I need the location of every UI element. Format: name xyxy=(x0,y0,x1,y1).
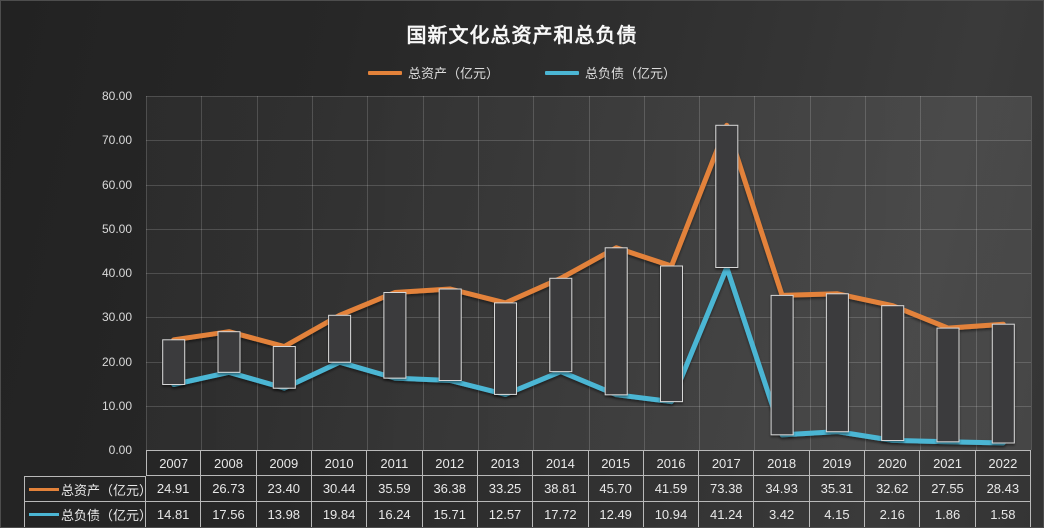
table-year-cell: 2011 xyxy=(367,450,423,476)
table-year-cell: 2009 xyxy=(256,450,312,476)
table-value-cell: 13.98 xyxy=(257,502,312,527)
series-swatch xyxy=(29,513,59,516)
high-low-bar xyxy=(162,339,186,386)
legend-swatch-assets-line xyxy=(367,70,402,75)
high-low-bar xyxy=(328,314,352,363)
table-value-cell: 17.72 xyxy=(533,502,589,527)
table-value-cell: 35.59 xyxy=(367,476,423,502)
table-value-cell: 17.56 xyxy=(201,502,257,527)
high-low-bar xyxy=(549,277,573,373)
table-value-cell: 23.40 xyxy=(256,476,312,502)
table-value-cell: 33.25 xyxy=(477,476,534,502)
table-value-cell: 4.15 xyxy=(810,502,866,527)
table-year-cell: 2014 xyxy=(533,450,589,476)
table-year-cell: 2020 xyxy=(865,450,921,476)
high-low-bar xyxy=(217,331,241,373)
table-year-cell: 2017 xyxy=(699,450,755,476)
table-value-cell: 30.44 xyxy=(311,476,368,502)
high-low-bar xyxy=(825,293,849,433)
high-low-bar xyxy=(494,302,517,395)
y-axis-tick-label: 30.00 xyxy=(101,310,132,325)
table-value-cell: 35.31 xyxy=(809,476,866,502)
table-year-cell: 2016 xyxy=(643,450,700,476)
chart-plot xyxy=(146,96,1032,451)
table-value-cell: 1.58 xyxy=(976,502,1031,527)
table-year-cell: 2015 xyxy=(588,450,644,476)
table-value-cell: 3.42 xyxy=(754,502,810,527)
table-value-cell: 41.59 xyxy=(643,476,700,502)
table-row-label: 总资产（亿元） xyxy=(61,482,153,498)
table-value-cell: 27.55 xyxy=(920,476,976,502)
high-low-bar xyxy=(991,323,1015,444)
table-value-cell: 38.81 xyxy=(533,476,589,502)
table-value-cell: 36.38 xyxy=(422,476,478,502)
assets-line xyxy=(171,122,1006,349)
y-axis-tick-label: 80.00 xyxy=(101,89,132,103)
legend-label-assets: 总资产（亿元） xyxy=(407,66,499,81)
high-low-bar xyxy=(604,247,628,396)
y-axis-tick-label: 60.00 xyxy=(101,177,132,192)
y-axis-tick-label: 0.00 xyxy=(108,443,132,457)
table-year-cell: 2008 xyxy=(201,450,257,476)
table-value-cell: 24.91 xyxy=(146,476,202,502)
table-value-cell: 26.73 xyxy=(201,476,257,502)
high-low-bar xyxy=(438,288,462,381)
table-value-cell: 16.24 xyxy=(367,502,423,527)
table-row-header: 总资产（亿元） xyxy=(24,476,152,502)
table-value-cell: 12.57 xyxy=(478,502,534,527)
legend-item-liabilities: 总负债（亿元） xyxy=(545,63,676,82)
table-row-header: 总负债（亿元） xyxy=(24,502,152,527)
legend-item-assets: 总资产（亿元） xyxy=(367,63,499,82)
table-value-cell: 2.16 xyxy=(865,502,921,527)
table-value-cell: 73.38 xyxy=(699,476,755,502)
y-axis-tick-label: 50.00 xyxy=(101,221,132,236)
table-value-cell: 10.94 xyxy=(644,502,700,527)
high-low-bar xyxy=(715,124,739,268)
high-low-bar xyxy=(770,294,794,436)
table-value-cell: 28.43 xyxy=(975,476,1031,502)
y-axis-tick-label: 70.00 xyxy=(101,133,132,148)
table-value-cell: 12.49 xyxy=(589,502,644,527)
table-value-cell: 32.62 xyxy=(865,476,921,502)
table-year-cell: 2007 xyxy=(146,450,202,476)
liabilities-line xyxy=(171,265,1006,446)
legend: 总资产（亿元） 总负债（亿元） xyxy=(1,63,1043,82)
table-value-cell: 15.71 xyxy=(423,502,478,527)
table-value-cell: 45.70 xyxy=(588,476,644,502)
table-year-cell: 2019 xyxy=(809,450,866,476)
high-low-bars xyxy=(162,124,1015,444)
table-row-label: 总负债（亿元） xyxy=(61,508,153,523)
high-low-bar xyxy=(660,265,683,403)
high-low-bar xyxy=(272,346,296,389)
table-value-cell: 41.24 xyxy=(699,502,755,527)
high-low-bar xyxy=(936,327,960,443)
table-year-cell: 2018 xyxy=(754,450,810,476)
y-axis-tick-label: 40.00 xyxy=(101,266,132,280)
table-year-cell: 2022 xyxy=(975,450,1031,476)
legend-label-liabilities: 总负债（亿元） xyxy=(585,66,677,81)
table-value-cell: 19.84 xyxy=(312,502,368,527)
high-low-bar xyxy=(383,292,407,379)
table-value-cell: 34.93 xyxy=(754,476,810,502)
table-value-cell: 1.86 xyxy=(920,502,976,527)
legend-swatch-liabilities-line xyxy=(545,70,579,75)
table-year-cell: 2012 xyxy=(422,450,478,476)
y-axis-tick-label: 20.00 xyxy=(101,354,132,369)
table-corner-spacer xyxy=(24,450,146,476)
chart-title: 国新文化总资产和总负债 xyxy=(406,25,638,47)
table-year-cell: 2021 xyxy=(920,450,976,476)
series-swatch xyxy=(29,487,59,491)
table-year-cell: 2010 xyxy=(311,450,368,476)
y-axis-tick-label: 10.00 xyxy=(101,398,132,413)
table-value-cell: 14.81 xyxy=(146,502,202,527)
data-table: 2007 2008 2009 2010 2011 2012 2013 2014 2015 2016… xyxy=(24,450,1031,527)
high-low-bar xyxy=(881,305,905,441)
table-year-cell: 2013 xyxy=(477,450,534,476)
